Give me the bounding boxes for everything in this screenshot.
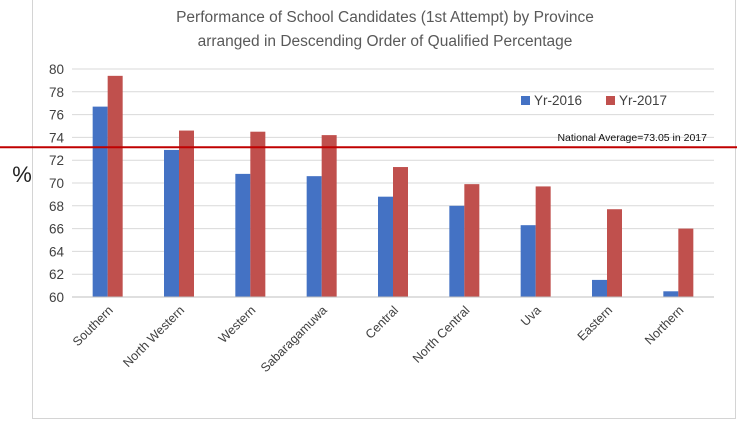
reference-line: National Average=73.05 in 2017	[0, 132, 737, 149]
y-tick-label: 64	[49, 244, 65, 259]
bar-yr-2017	[393, 167, 408, 297]
bar-yr-2017	[321, 135, 337, 297]
category-label: Central	[363, 303, 401, 341]
y-tick-label: 72	[49, 153, 64, 168]
bar-yr-2016	[164, 149, 179, 297]
bar-yr-2017	[607, 209, 622, 297]
category-labels: Southern North Western Western Sabaragamuwa…	[70, 303, 686, 375]
bar-yr-2017	[535, 186, 551, 297]
legend-label: Yr-2016	[534, 93, 582, 108]
legend-label: Yr-2017	[619, 93, 667, 108]
bar-yr-2016	[663, 291, 679, 297]
bar-yr-2016	[592, 279, 607, 297]
bar-yr-2017	[678, 228, 694, 297]
bar-yr-2016	[378, 196, 393, 297]
y-tick-labels: 60 62 64 66 68 70 72 74 76 78 80	[49, 62, 65, 305]
legend-swatch	[521, 96, 530, 105]
chart-title-line-2: arranged in Descending Order of Qualifie…	[198, 33, 573, 50]
bar-yr-2016	[449, 205, 465, 297]
category-label: Sabaragamuwa	[258, 303, 330, 375]
national-average-label: National Average=73.05 in 2017	[557, 132, 707, 144]
bar-yr-2017	[464, 184, 480, 297]
chart-title-line-1: Performance of School Candidates (1st At…	[176, 9, 594, 26]
category-label: Southern	[70, 303, 116, 349]
bar-yr-2017	[179, 130, 194, 297]
bar-yr-2016	[92, 106, 108, 298]
y-axis-label: %	[12, 162, 32, 187]
bar-yr-2017	[250, 131, 266, 297]
category-label: Northern	[642, 303, 686, 347]
category-label: Eastern	[575, 303, 615, 343]
y-tick-label: 60	[49, 290, 64, 305]
category-label: Uva	[518, 303, 544, 329]
bars	[92, 75, 694, 298]
category-label: Western	[216, 303, 259, 346]
legend-swatch	[606, 96, 615, 105]
category-label: North Central	[410, 303, 472, 365]
bar-yr-2016	[235, 173, 251, 297]
category-label: North Western	[120, 303, 187, 370]
bar-yr-2016	[306, 176, 322, 297]
y-tick-label: 66	[49, 222, 64, 237]
y-tick-label: 70	[49, 176, 64, 191]
chart-frame	[32, 0, 736, 419]
y-tick-label: 68	[49, 199, 64, 214]
legend: Yr-2016 Yr-2017	[521, 93, 667, 108]
y-tick-label: 74	[49, 130, 65, 145]
bar-yr-2016	[520, 225, 536, 297]
y-tick-label: 76	[49, 108, 64, 123]
y-tick-label: 62	[49, 267, 64, 282]
y-tick-label: 80	[49, 62, 64, 77]
bar-yr-2017	[107, 75, 123, 297]
y-tick-label: 78	[49, 85, 64, 100]
